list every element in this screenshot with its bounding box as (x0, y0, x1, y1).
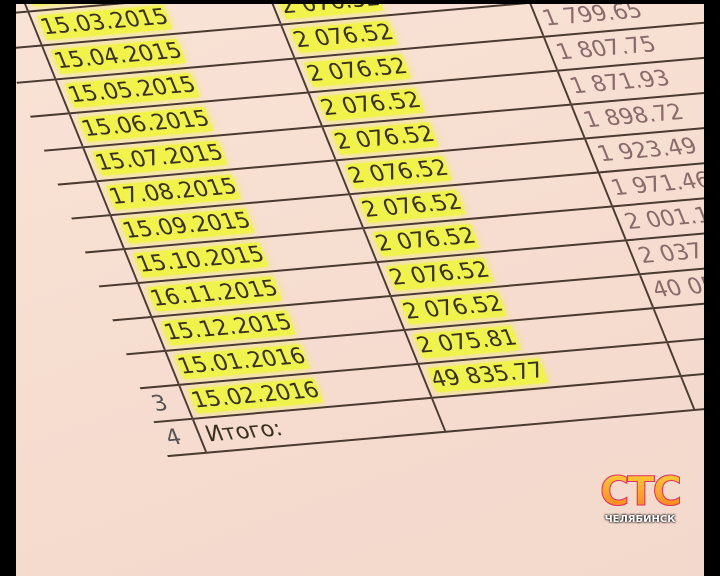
cell-date: 15.05.2015 (64, 72, 200, 108)
cell-amount: 2 076.52 (358, 189, 466, 223)
cell-amount: 2 076.52 (331, 122, 439, 155)
cell-date: 15.07.2015 (91, 140, 228, 176)
cell-date: 15.04.2015 (50, 38, 187, 74)
cell-date: 16.11.2015 (146, 276, 283, 312)
cell-balance: 1 923.49 (593, 134, 702, 168)
cell-date: 15.12.2015 (160, 310, 296, 346)
cell-amount: 2 075.81 (413, 325, 521, 359)
cell-balance: 1 971.46 (607, 168, 704, 201)
cell-amount: 49 835.77 (427, 358, 549, 393)
cell-num: 4 (161, 425, 186, 451)
cell-balance: 2 037.84 (634, 236, 704, 269)
ctc-logo: СТС ЧЕЛЯБИНСК (590, 470, 690, 526)
cell-amount: 2 076.52 (344, 156, 453, 189)
cell-balance: 1 799.65 (538, 4, 647, 32)
cell-amount: 2 076.52 (317, 88, 425, 121)
cell-balance: 40 050.0 (648, 269, 704, 303)
cell-balance: 1 871.93 (566, 66, 674, 100)
logo-city: ЧЕЛЯБИНСК (604, 514, 676, 525)
cell-amount: 2 076.52 (372, 223, 480, 257)
cell-date: 15.10.2015 (133, 242, 269, 278)
cell-balance: 1 898.72 (580, 100, 688, 134)
cell-num: 3 (148, 391, 172, 417)
cell-date: 15.03.2015 (37, 4, 173, 41)
cell-amount: 2 076.52 (385, 257, 494, 291)
cell-amount: 2 076.52 (399, 291, 507, 325)
cell-balance: 2 001.15 (621, 202, 704, 235)
cell-amount: 2 076.52 (289, 20, 398, 54)
cell-date: 15.02.2016 (187, 378, 324, 414)
cell-amount: 2 076.52 (276, 4, 384, 19)
cell-date: 15.01.2016 (174, 344, 310, 380)
cell-date: 15.06.2015 (78, 106, 214, 142)
logo-brand: СТС (590, 470, 690, 515)
cell-date: 17.08.2015 (105, 174, 241, 210)
cell-balance: 1 807.75 (552, 32, 661, 66)
cell-amount: 2 076.52 (303, 54, 411, 87)
cell-date: 15.09.2015 (119, 208, 255, 244)
cell-date: Итого: (201, 416, 287, 448)
